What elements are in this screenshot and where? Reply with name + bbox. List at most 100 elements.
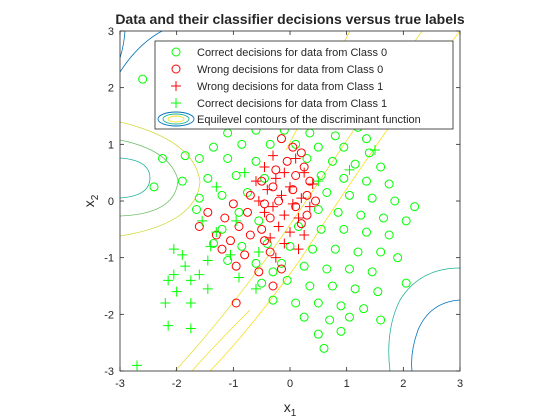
data-point-circle (194, 193, 204, 203)
data-point-plus (202, 283, 213, 294)
data-point-plus (273, 221, 284, 232)
data-point-plus (296, 193, 307, 204)
x-tick-label: 2 (400, 378, 406, 390)
x-tick-label: 3 (457, 378, 463, 390)
data-point-circle (245, 230, 255, 240)
data-point-plus (293, 213, 304, 223)
data-point-plus (197, 215, 208, 226)
legend-label: Equilevel contours of the discriminant f… (197, 114, 421, 126)
data-point-circle (373, 287, 383, 297)
data-point-plus (185, 298, 196, 308)
data-point-plus (231, 215, 242, 226)
data-point-plus (253, 247, 264, 257)
legend: Correct decisions for data from Class 0 … (154, 40, 454, 130)
data-point-circle (265, 213, 275, 223)
x-tick-label: -1 (228, 378, 238, 390)
data-point-circle (356, 210, 366, 220)
legend-box (154, 40, 454, 130)
data-point-circle (316, 224, 326, 234)
data-point-circle (390, 196, 400, 206)
data-point-circle (345, 312, 354, 322)
y-tick-label: -3 (104, 366, 114, 378)
data-point-circle (220, 213, 230, 223)
contour-line (120, 121, 201, 237)
data-point-plus (299, 167, 310, 178)
y-axis-label: x2 (81, 194, 101, 207)
legend-item-0: Correct decisions for data from Class 0 (171, 47, 387, 59)
legend-label: Wrong decisions for data from Class 1 (197, 81, 383, 93)
data-point-circle (251, 258, 261, 268)
data-point-circle (209, 239, 218, 248)
data-point-circle (322, 264, 332, 274)
data-point-circle (302, 190, 312, 200)
data-point-plus (268, 150, 278, 161)
data-point-circle (254, 267, 264, 277)
data-point-circle (194, 154, 204, 163)
data-point-circle (376, 247, 386, 257)
data-point-circle (285, 241, 295, 251)
data-point-circle (231, 298, 241, 308)
legend-marker-plus (171, 98, 181, 108)
data-point-circle (288, 185, 298, 195)
data-point-circle (291, 202, 301, 212)
contour-line (120, 157, 151, 199)
contour-line (120, 31, 163, 73)
data-point-circle (257, 224, 267, 234)
x-tick-label: 0 (287, 378, 293, 390)
y-tick-label: 0 (108, 196, 114, 208)
data-point-circle (336, 326, 346, 336)
data-point-circle (277, 264, 286, 274)
data-point-circle (345, 190, 354, 200)
data-point-plus (168, 244, 179, 255)
legend-contour-icon (162, 113, 190, 125)
y-tick-label: 2 (108, 83, 114, 95)
data-point-circle (228, 199, 238, 209)
data-point-circle (367, 193, 377, 203)
data-point-circle (231, 171, 241, 180)
data-point-circle (243, 207, 252, 217)
data-point-circle (311, 196, 320, 206)
data-point-circle (291, 298, 301, 308)
data-point-plus (262, 184, 273, 195)
data-point-plus (279, 167, 290, 178)
data-point-circle (353, 247, 363, 257)
data-point-plus (270, 173, 281, 184)
data-point-circle (158, 154, 167, 163)
data-point-circle (217, 244, 227, 254)
legend-marker-circle (171, 64, 181, 74)
y-tick-label: -2 (104, 309, 114, 321)
data-point-circle (265, 139, 275, 149)
data-point-circle (291, 171, 301, 180)
data-point-circle (313, 142, 323, 152)
data-point-circle (313, 205, 323, 214)
legend-contour-icon (157, 111, 195, 127)
data-point-plus (285, 227, 295, 238)
data-point-circle (345, 264, 354, 274)
data-point-circle (203, 207, 213, 217)
data-point-circle (339, 173, 349, 183)
data-point-plus (253, 196, 264, 206)
data-point-circle (282, 156, 292, 166)
data-point-circle (336, 301, 346, 311)
data-point-plus (251, 283, 261, 294)
data-point-circle (302, 154, 312, 163)
data-point-circle (313, 298, 323, 308)
axis-ticks: -3 -2 -1 0 1 2 3 -3 -2 -1 0 1 2 3 (104, 26, 463, 390)
data-point-circle (384, 230, 394, 240)
data-point-circle (274, 196, 284, 206)
data-point-circle (296, 219, 306, 229)
data-point-circle (223, 256, 233, 265)
x-axis-label-sub: 1 (291, 408, 297, 419)
legend-item-3: Correct decisions for data from Class 1 (171, 98, 387, 110)
data-point-circle (268, 182, 278, 192)
y-tick-label: 3 (108, 26, 114, 38)
data-point-circle (234, 222, 244, 231)
data-point-circle (350, 284, 360, 294)
data-point-circle (333, 207, 343, 217)
x-tick-label: -2 (172, 378, 182, 390)
y-tick-label: -1 (104, 253, 114, 265)
data-point-circle (138, 74, 148, 84)
data-point-plus (202, 255, 213, 266)
data-point-circle (277, 134, 286, 144)
